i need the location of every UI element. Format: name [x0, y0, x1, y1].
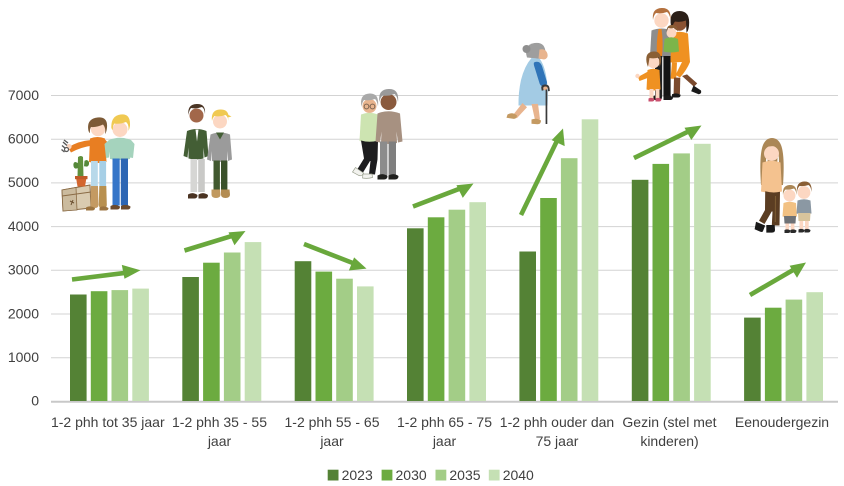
svg-text:1-2 phh ouder dan: 1-2 phh ouder dan [500, 414, 614, 430]
svg-text:kinderen): kinderen) [640, 433, 698, 449]
svg-text:75 jaar: 75 jaar [536, 433, 579, 449]
svg-text:6000: 6000 [8, 131, 39, 147]
svg-text:jaar: jaar [319, 433, 344, 449]
svg-text:2035: 2035 [449, 467, 480, 483]
svg-text:1000: 1000 [8, 349, 39, 365]
svg-text:7000: 7000 [8, 87, 39, 103]
svg-text:jaar: jaar [432, 433, 457, 449]
svg-text:jaar: jaar [207, 433, 232, 449]
svg-text:1-2 phh 55 - 65: 1-2 phh 55 - 65 [285, 414, 380, 430]
svg-text:2040: 2040 [503, 467, 534, 483]
svg-text:3000: 3000 [8, 262, 39, 278]
svg-text:2030: 2030 [396, 467, 427, 483]
svg-text:2000: 2000 [8, 305, 39, 321]
svg-text:1-2 phh 65 - 75: 1-2 phh 65 - 75 [397, 414, 492, 430]
svg-text:1-2 phh tot 35 jaar: 1-2 phh tot 35 jaar [51, 414, 165, 430]
svg-text:2023: 2023 [342, 467, 373, 483]
svg-text:Eenoudergezin: Eenoudergezin [735, 414, 829, 430]
svg-text:1-2 phh 35 - 55: 1-2 phh 35 - 55 [172, 414, 267, 430]
svg-text:Gezin (stel met: Gezin (stel met [622, 414, 716, 430]
svg-text:5000: 5000 [8, 174, 39, 190]
svg-text:4000: 4000 [8, 218, 39, 234]
svg-text:0: 0 [31, 392, 39, 408]
